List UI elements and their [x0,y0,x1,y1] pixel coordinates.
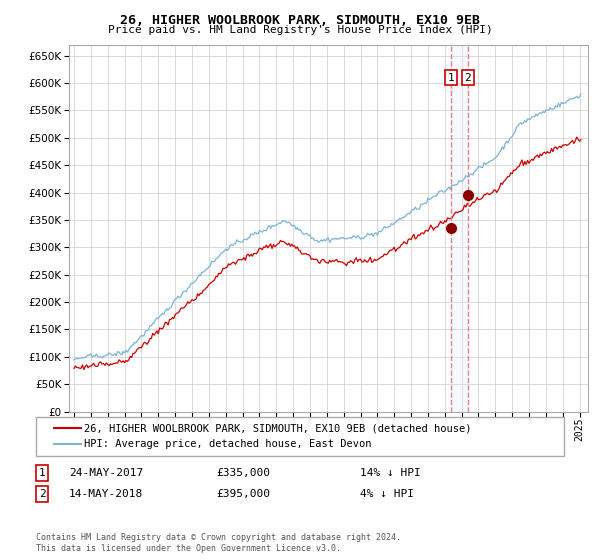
Text: 2: 2 [464,73,471,83]
Text: £335,000: £335,000 [216,468,270,478]
Text: 4% ↓ HPI: 4% ↓ HPI [360,489,414,499]
Text: HPI: Average price, detached house, East Devon: HPI: Average price, detached house, East… [84,438,371,449]
Text: Price paid vs. HM Land Registry's House Price Index (HPI): Price paid vs. HM Land Registry's House … [107,25,493,35]
Text: 24-MAY-2017: 24-MAY-2017 [69,468,143,478]
Text: 26, HIGHER WOOLBROOK PARK, SIDMOUTH, EX10 9EB: 26, HIGHER WOOLBROOK PARK, SIDMOUTH, EX1… [120,14,480,27]
Text: 14-MAY-2018: 14-MAY-2018 [69,489,143,499]
Text: £395,000: £395,000 [216,489,270,499]
Text: 1: 1 [448,73,455,83]
Bar [451,45,468,412]
Text: 1: 1 [38,468,46,478]
Text: Contains HM Land Registry data © Crown copyright and database right 2024.
This d: Contains HM Land Registry data © Crown c… [36,533,401,553]
Text: 2: 2 [38,489,46,499]
Text: 26, HIGHER WOOLBROOK PARK, SIDMOUTH, EX10 9EB (detached house): 26, HIGHER WOOLBROOK PARK, SIDMOUTH, EX1… [84,423,472,433]
Text: 14% ↓ HPI: 14% ↓ HPI [360,468,421,478]
